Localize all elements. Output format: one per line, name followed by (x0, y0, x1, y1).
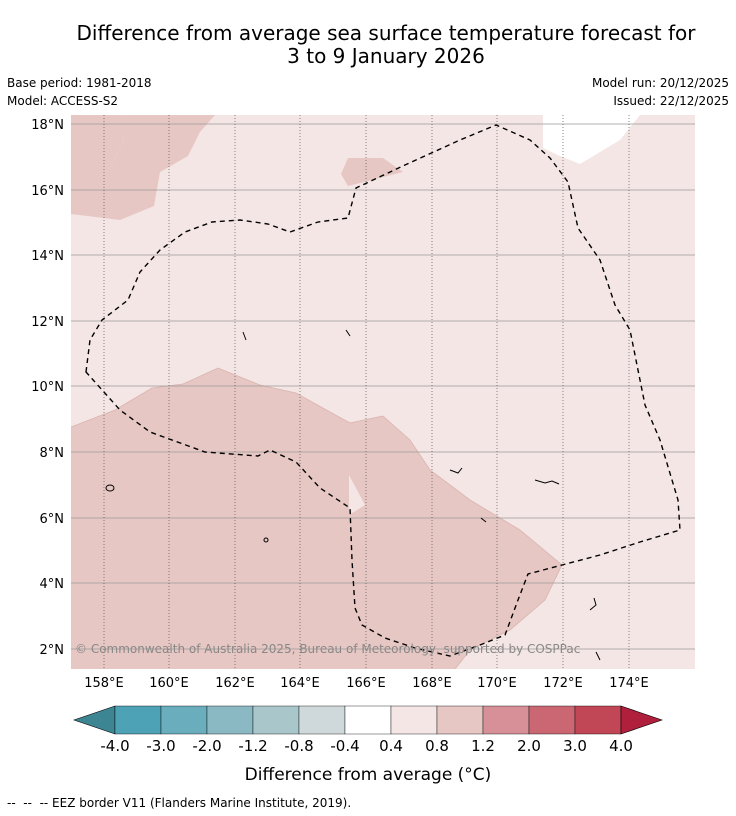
model-text: Model: ACCESS-S2 (7, 94, 119, 108)
island-8 (480, 517, 487, 523)
anomaly-fill-medium-1a (71, 115, 124, 187)
colorbar-swatch (574, 705, 622, 735)
issued-text: Issued: 22/12/2025 (613, 94, 729, 108)
lat-label: 16°N (31, 184, 64, 199)
title-line-1: Difference from average sea surface temp… (76, 21, 696, 45)
colorbar-tick-label: 4.0 (609, 737, 633, 755)
colorbar-tick-label: 2.0 (517, 737, 541, 755)
chart-title: Difference from average sea surface temp… (0, 22, 736, 68)
island-1 (105, 484, 115, 492)
colorbar-tick-label: -0.4 (330, 737, 359, 755)
lat-label: 18°N (31, 118, 64, 133)
island-4 (449, 467, 463, 474)
lon-label: 164°E (280, 676, 320, 691)
anomaly-fill-medium-2 (341, 158, 403, 186)
colorbar-swatch (482, 705, 530, 735)
meta-left: Base period: 1981-2018 Model: ACCESS-S2 (7, 74, 152, 110)
lon-label: 166°E (346, 676, 386, 691)
colorbar-tick-label: 0.4 (379, 737, 403, 755)
copyright-text: © Commonwealth of Australia 2025, Bureau… (75, 642, 580, 656)
island-6 (242, 331, 247, 341)
base-period-text: Base period: 1981-2018 (7, 76, 152, 90)
islands (105, 329, 601, 661)
colorbar-under-arrow (73, 705, 116, 735)
colorbar-tick-label: 1.2 (471, 737, 495, 755)
colorbar-tick-label: 3.0 (563, 737, 587, 755)
colorbar-swatch (206, 705, 254, 735)
colorbar-tick-label: -3.0 (146, 737, 175, 755)
latitude-labels: 18°N 16°N 14°N 12°N 10°N 8°N 6°N 4°N 2°N (31, 118, 64, 658)
lon-label: 170°E (477, 676, 517, 691)
colorbar-label: Difference from average (°C) (245, 765, 492, 785)
island-5 (589, 597, 601, 661)
lon-label: 162°E (215, 676, 255, 691)
anomaly-fill-light-wedge (349, 475, 365, 515)
colorbar-swatch (390, 705, 438, 735)
colorbar-tick-label: 0.8 (425, 737, 449, 755)
colorbar-swatch (436, 705, 484, 735)
island-3 (534, 479, 560, 485)
island-2 (263, 537, 269, 543)
colorbar-tick-label: -2.0 (192, 737, 221, 755)
anomaly-fill-neutral (543, 115, 640, 164)
colorbar-tick-label: -4.0 (100, 737, 129, 755)
colorbar-tick-label: -0.8 (284, 737, 313, 755)
lat-label: 8°N (40, 446, 65, 461)
anomaly-fill-medium-1 (71, 115, 215, 220)
eez-border (85, 124, 681, 657)
colorbar-swatch (160, 705, 208, 735)
region-contour (71, 367, 563, 669)
lat-label: 10°N (31, 380, 64, 395)
lat-label: 2°N (40, 643, 65, 658)
longitude-labels: 158°E 160°E 162°E 164°E 166°E 168°E 170°E 172°E… (84, 676, 649, 691)
lat-label: 14°N (31, 249, 64, 264)
lon-label: 168°E (412, 676, 452, 691)
colorbar-swatch (344, 705, 392, 735)
colorbar-tick-label: -1.2 (238, 737, 267, 755)
gridlines (71, 115, 695, 669)
lat-label: 6°N (40, 512, 65, 527)
eez-footnote: -- -- -- EEZ border V11 (Flanders Marine… (7, 796, 352, 810)
colorbar-swatch (252, 705, 300, 735)
map-area (71, 115, 695, 669)
lon-label: 174°E (609, 676, 649, 691)
title-line-2: 3 to 9 January 2026 (287, 44, 485, 68)
lat-label: 12°N (31, 315, 64, 330)
lat-label: 4°N (40, 577, 65, 592)
lon-label: 160°E (149, 676, 189, 691)
anomaly-fill-medium-3 (71, 368, 562, 669)
colorbar-over-arrow (620, 705, 663, 735)
model-run-text: Model run: 20/12/2025 (591, 76, 729, 90)
colorbar: -4.0 -3.0 -2.0 -1.2 -0.8 -0.4 0.4 0.8 1.2 2.0 3.0 4… (73, 705, 663, 755)
lon-label: 158°E (84, 676, 124, 691)
colorbar-swatch (114, 705, 162, 735)
colorbar-swatch (298, 705, 346, 735)
island-7 (345, 329, 351, 337)
colorbar-swatch (528, 705, 576, 735)
meta-right: Model run: 20/12/2025 Issued: 22/12/2025 (592, 74, 729, 110)
lon-label: 172°E (543, 676, 583, 691)
